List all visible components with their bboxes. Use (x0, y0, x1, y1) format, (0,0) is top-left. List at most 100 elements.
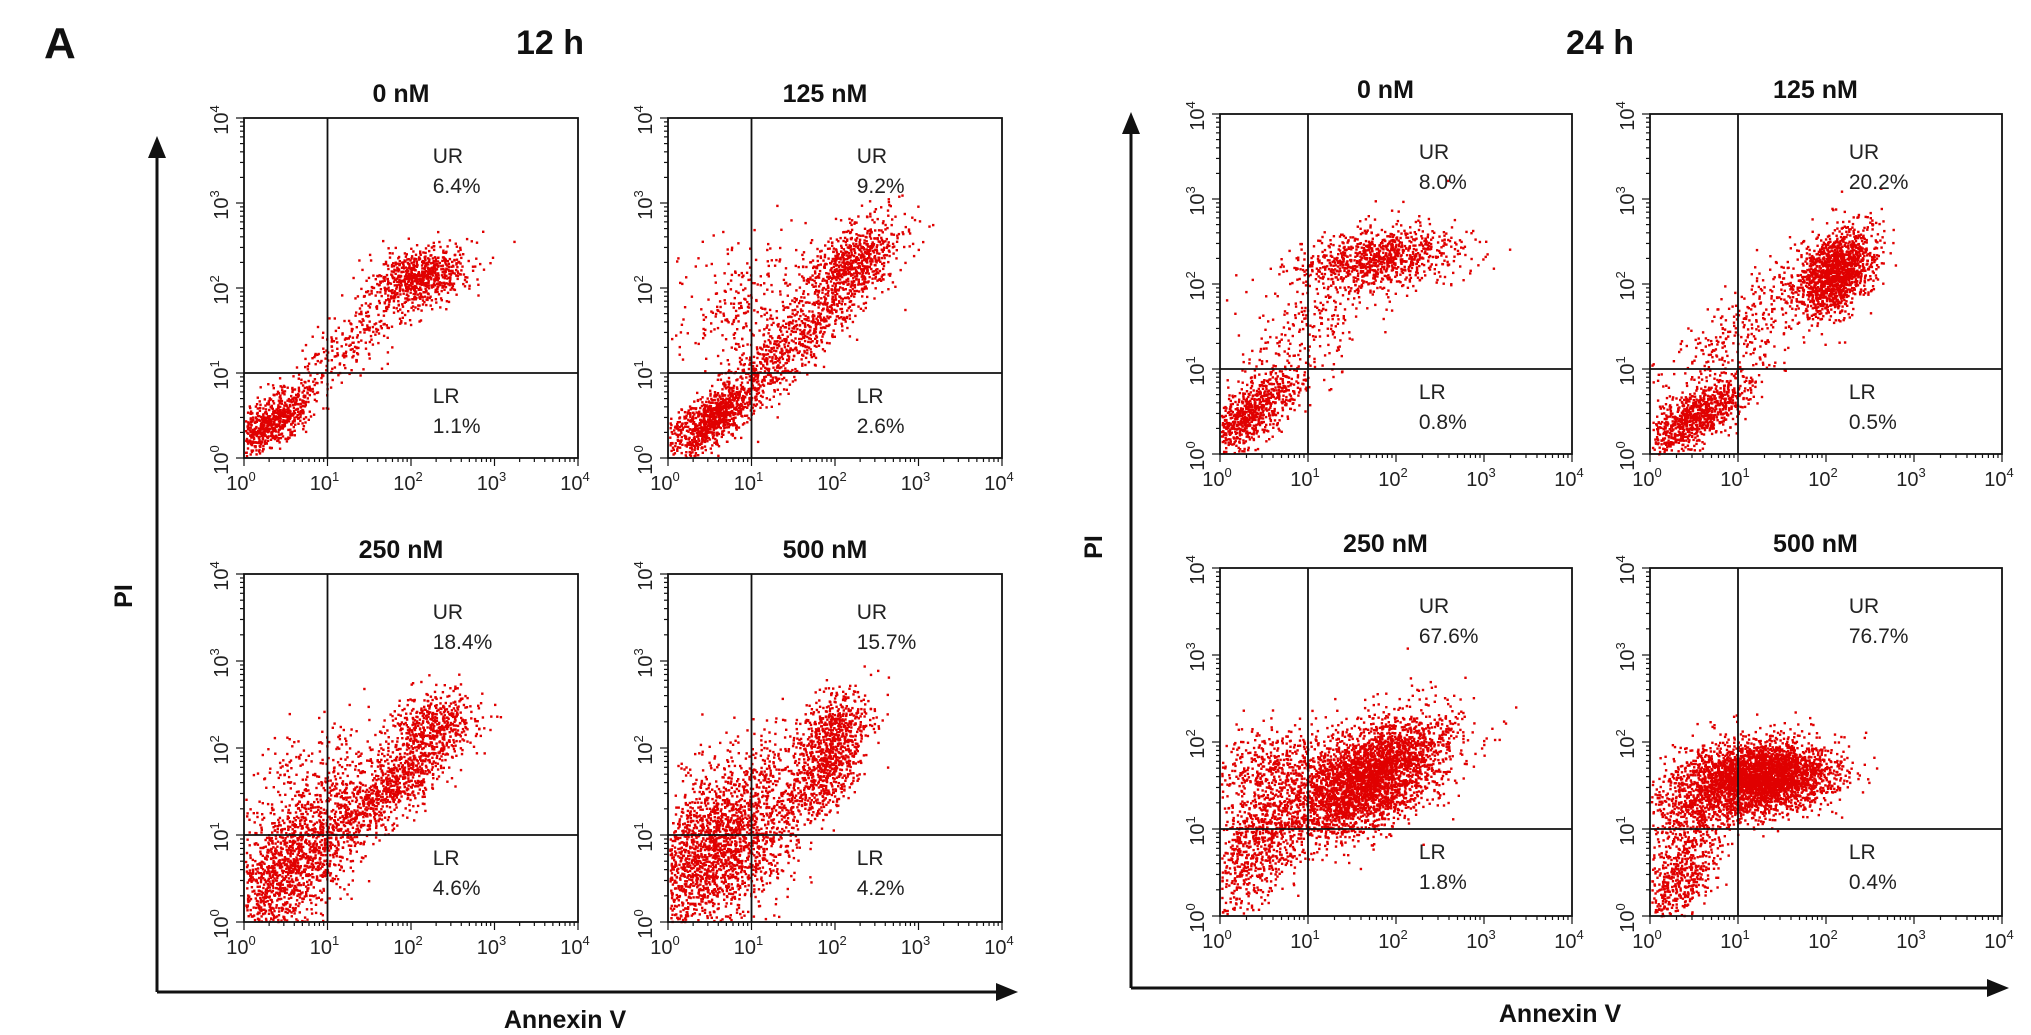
scatter-point (719, 404, 722, 407)
scatter-point (328, 864, 331, 868)
scatter-point (770, 359, 774, 363)
scatter-point (794, 330, 797, 334)
scatter-point (286, 873, 290, 876)
scatter-point (426, 275, 429, 278)
scatter-point (676, 421, 680, 424)
scatter-point (836, 253, 839, 257)
scatter-point (688, 450, 691, 454)
scatter-point (708, 416, 711, 419)
scatter-point (797, 265, 800, 269)
scatter-point (397, 267, 400, 271)
scatter-point (448, 239, 452, 242)
scatter-point (733, 397, 737, 401)
scatter-point (740, 436, 743, 440)
scatter-point (379, 288, 383, 291)
scatter-point (458, 253, 462, 256)
scatter-point (329, 859, 332, 863)
scatter-point (367, 276, 371, 280)
scatter-point (832, 300, 835, 304)
scatter-point (850, 254, 853, 257)
scatter-point (853, 295, 856, 298)
scatter-point (367, 328, 370, 331)
scatter-point (854, 269, 858, 272)
scatter-point (308, 388, 312, 392)
scatter-point (819, 319, 823, 322)
scatter-point (310, 883, 313, 886)
scatter-point (398, 262, 401, 266)
scatter-point (809, 261, 812, 264)
scatter-point (857, 271, 860, 275)
scatter-point (434, 271, 437, 275)
scatter-point (724, 414, 728, 417)
scatter-point (292, 409, 296, 413)
scatter-point (263, 423, 266, 427)
scatter-point (864, 278, 867, 281)
scatter-point (784, 273, 787, 276)
scatter-point (851, 293, 854, 296)
scatter-point (795, 323, 799, 327)
scatter-point (888, 203, 891, 207)
scatter-point (299, 413, 302, 416)
scatter-point (876, 217, 879, 221)
scatter-point (829, 268, 833, 271)
scatter-point (246, 909, 249, 912)
scatter-point (304, 402, 307, 405)
scatter-point (426, 296, 429, 299)
tick-base: 10 (477, 473, 499, 495)
scatter-point (748, 397, 751, 400)
scatter-point (812, 320, 815, 324)
scatter-point (371, 325, 375, 329)
scatter-point (815, 266, 819, 269)
scatter-point (824, 279, 827, 282)
scatter-point (410, 277, 413, 280)
scatter-point (775, 356, 778, 360)
scatter-point (776, 378, 779, 381)
scatter-point (302, 400, 305, 403)
scatter-point (378, 274, 381, 277)
scatter-point (819, 282, 822, 286)
scatter-point (766, 260, 769, 263)
scatter-point (691, 419, 695, 422)
scatter-point (335, 855, 338, 858)
scatter-point (461, 265, 464, 268)
scatter-point (821, 291, 824, 294)
scatter-point (714, 312, 718, 316)
scatter-point (284, 414, 287, 417)
scatter-point (259, 429, 262, 432)
scatter-point (254, 405, 258, 408)
scatter-point (876, 244, 879, 247)
scatter-point (355, 346, 358, 350)
scatter-point (253, 429, 256, 433)
scatter-point (430, 278, 433, 281)
scatter-point (694, 341, 697, 345)
scatter-point (693, 413, 696, 416)
scatter-point (254, 859, 257, 863)
scatter-point (421, 303, 425, 306)
scatter-point (449, 273, 453, 276)
scatter-point (841, 253, 844, 257)
scatter-point (245, 455, 249, 458)
scatter-point (685, 414, 688, 417)
scatter-point (332, 340, 336, 343)
scatter-point (816, 301, 819, 304)
scatter-point (699, 442, 703, 445)
scatter-point (729, 401, 732, 404)
scatter-point (393, 293, 397, 296)
scatter-point (671, 337, 674, 341)
scatter-point (262, 877, 265, 880)
scatter-point (709, 401, 712, 405)
scatter-point (437, 256, 440, 259)
scatter-point (691, 439, 694, 442)
scatter-point (441, 286, 444, 289)
scatter-point (833, 259, 836, 263)
scatter-point (452, 265, 455, 268)
x-tick-label: 103 (901, 469, 930, 495)
scatter-point (844, 258, 847, 261)
scatter-point (429, 295, 432, 298)
scatter-point (836, 292, 839, 296)
scatter-point (788, 283, 792, 286)
scatter-point (699, 406, 702, 410)
scatter-point (307, 400, 310, 404)
scatter-point (898, 195, 901, 198)
scatter-point (727, 431, 730, 434)
